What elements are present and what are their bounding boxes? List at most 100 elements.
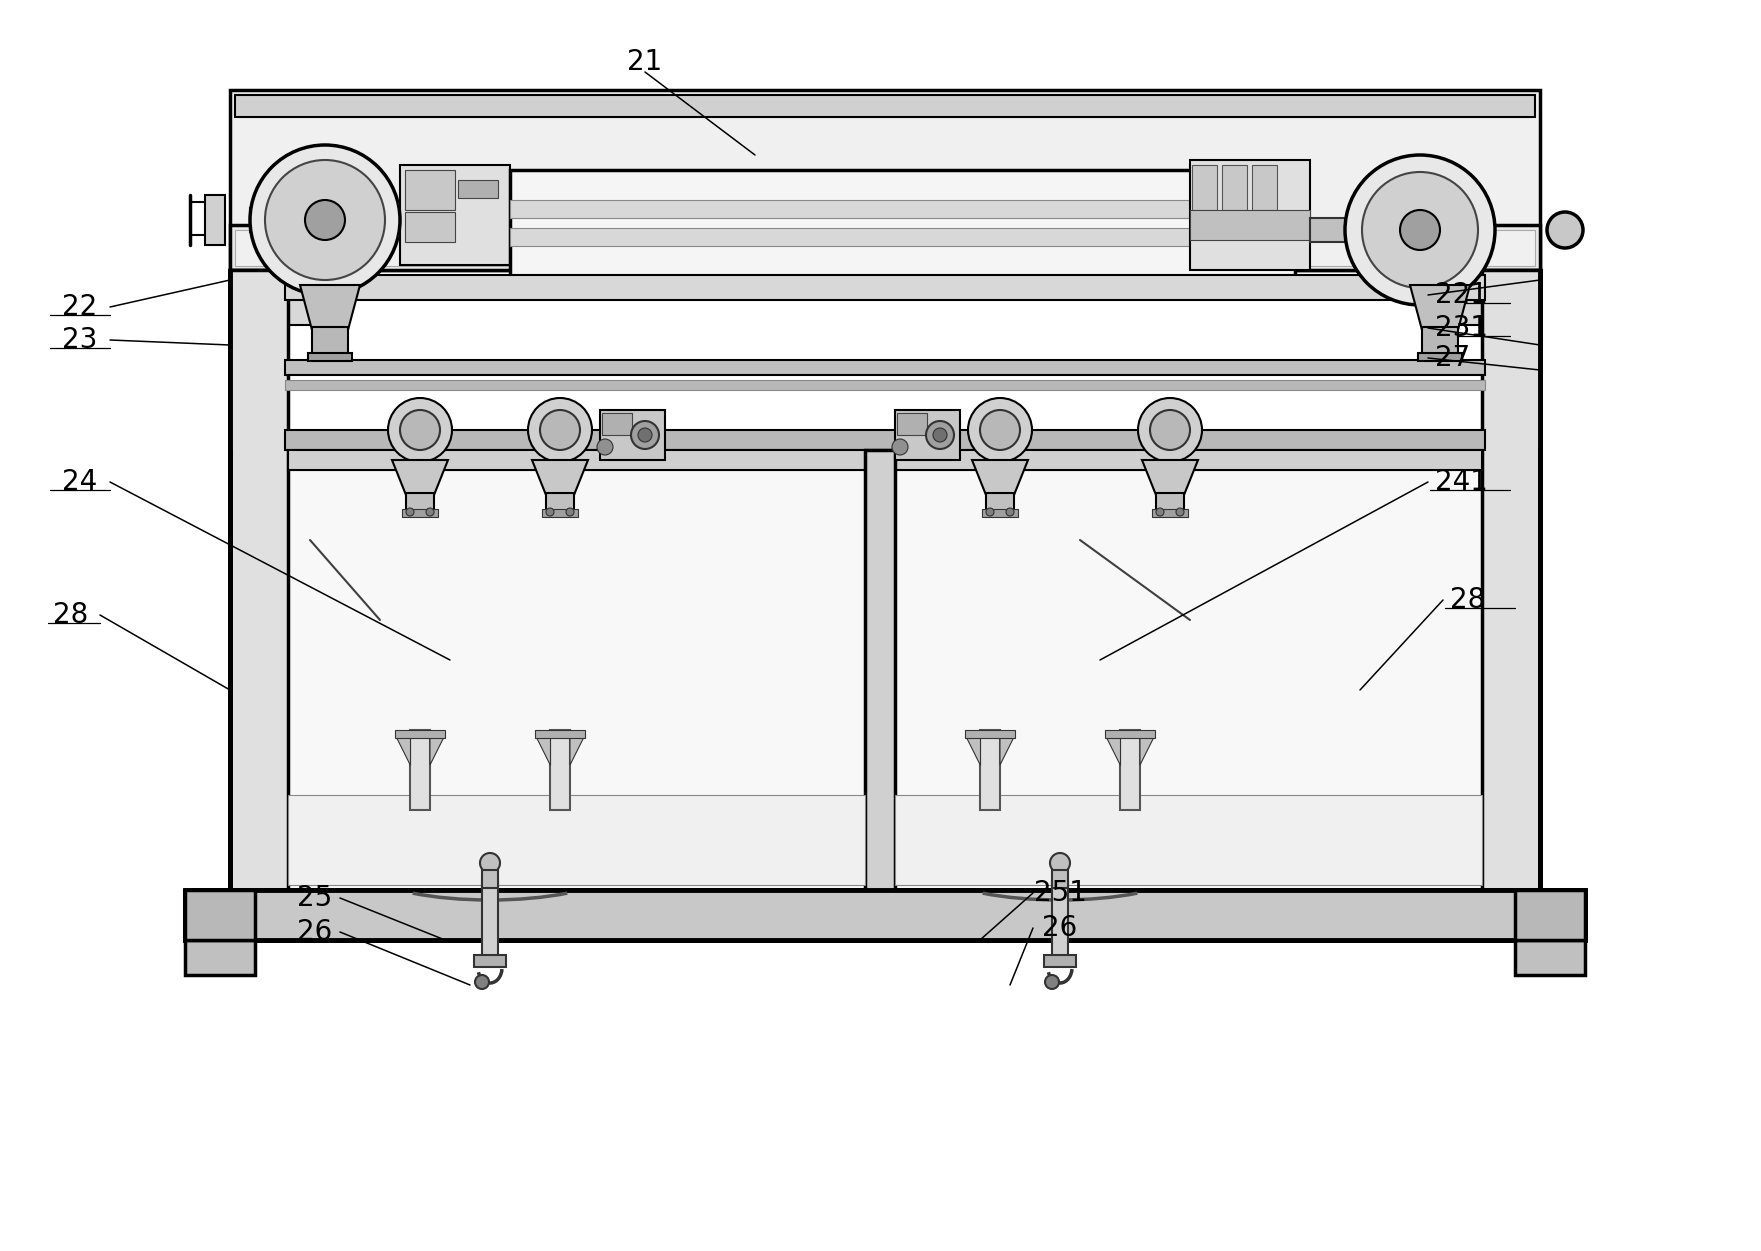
Circle shape: [1138, 398, 1203, 462]
Bar: [1514, 940, 1585, 975]
Bar: [1421, 327, 1458, 355]
Bar: [410, 731, 430, 809]
Bar: [1418, 353, 1462, 362]
Bar: [1252, 165, 1277, 210]
Text: 23: 23: [62, 327, 97, 354]
Bar: [1485, 270, 1541, 450]
Bar: [289, 794, 865, 884]
Polygon shape: [299, 285, 359, 330]
Bar: [185, 889, 255, 940]
Polygon shape: [1141, 460, 1197, 495]
Bar: [1222, 165, 1247, 210]
Bar: [405, 170, 454, 210]
Bar: [895, 470, 1483, 889]
Bar: [981, 731, 1000, 809]
Circle shape: [400, 410, 440, 450]
Bar: [405, 211, 454, 241]
Circle shape: [565, 508, 574, 515]
Bar: [983, 509, 1018, 517]
Bar: [474, 955, 505, 967]
Polygon shape: [1139, 736, 1155, 766]
Bar: [407, 493, 433, 510]
Bar: [231, 270, 285, 450]
Bar: [1440, 270, 1485, 325]
Bar: [542, 509, 578, 517]
Bar: [204, 195, 225, 245]
Circle shape: [546, 508, 555, 515]
Bar: [1190, 160, 1310, 270]
Circle shape: [1361, 171, 1477, 288]
Circle shape: [986, 508, 993, 515]
Bar: [965, 731, 1014, 738]
Text: 221: 221: [1435, 281, 1488, 309]
Circle shape: [1546, 211, 1583, 248]
Text: 25: 25: [298, 884, 333, 912]
Circle shape: [541, 410, 579, 450]
Bar: [231, 270, 289, 940]
Circle shape: [305, 200, 345, 240]
Bar: [986, 493, 1014, 510]
Bar: [234, 230, 1536, 266]
Text: 27: 27: [1435, 344, 1470, 372]
Bar: [234, 95, 1536, 118]
Polygon shape: [394, 736, 410, 766]
Bar: [400, 165, 511, 265]
Circle shape: [1044, 975, 1058, 990]
Bar: [511, 170, 1294, 280]
Bar: [1051, 869, 1067, 888]
Bar: [1120, 731, 1139, 809]
Bar: [535, 731, 585, 738]
Bar: [1190, 210, 1310, 240]
Bar: [1104, 731, 1155, 738]
Bar: [895, 794, 1483, 884]
Circle shape: [1345, 155, 1495, 305]
Polygon shape: [965, 736, 981, 766]
Bar: [1152, 509, 1189, 517]
Bar: [1310, 218, 1421, 241]
Bar: [185, 940, 255, 975]
Bar: [312, 327, 349, 355]
Bar: [308, 353, 352, 362]
Bar: [231, 225, 1541, 270]
Circle shape: [1006, 508, 1014, 515]
Bar: [865, 450, 895, 889]
Text: 22: 22: [62, 293, 97, 322]
Bar: [483, 879, 498, 960]
Text: 26: 26: [298, 918, 333, 946]
Bar: [511, 228, 1294, 246]
Circle shape: [426, 508, 433, 515]
Bar: [231, 90, 1541, 270]
Circle shape: [1150, 410, 1190, 450]
Circle shape: [475, 975, 490, 990]
Bar: [285, 430, 1485, 450]
Bar: [896, 413, 926, 435]
Bar: [601, 410, 666, 460]
Bar: [1044, 955, 1076, 967]
Bar: [285, 380, 1485, 390]
Polygon shape: [1000, 736, 1014, 766]
Bar: [1483, 270, 1541, 940]
Circle shape: [481, 853, 500, 873]
Bar: [185, 889, 1585, 940]
Bar: [285, 360, 1485, 375]
Text: 24: 24: [62, 468, 97, 495]
Text: 241: 241: [1435, 468, 1488, 495]
Bar: [549, 731, 571, 809]
Bar: [231, 450, 1541, 889]
Text: 28: 28: [53, 600, 88, 629]
Text: 21: 21: [627, 48, 662, 76]
Bar: [285, 275, 1485, 300]
Circle shape: [387, 398, 453, 462]
Polygon shape: [393, 460, 447, 495]
Bar: [250, 208, 326, 231]
Bar: [458, 180, 498, 198]
Circle shape: [926, 422, 954, 449]
Polygon shape: [1104, 736, 1120, 766]
Bar: [1514, 889, 1585, 940]
Circle shape: [637, 428, 652, 442]
Circle shape: [630, 422, 659, 449]
Bar: [483, 869, 498, 888]
Circle shape: [893, 439, 909, 455]
Bar: [289, 450, 1483, 470]
Bar: [895, 410, 960, 460]
